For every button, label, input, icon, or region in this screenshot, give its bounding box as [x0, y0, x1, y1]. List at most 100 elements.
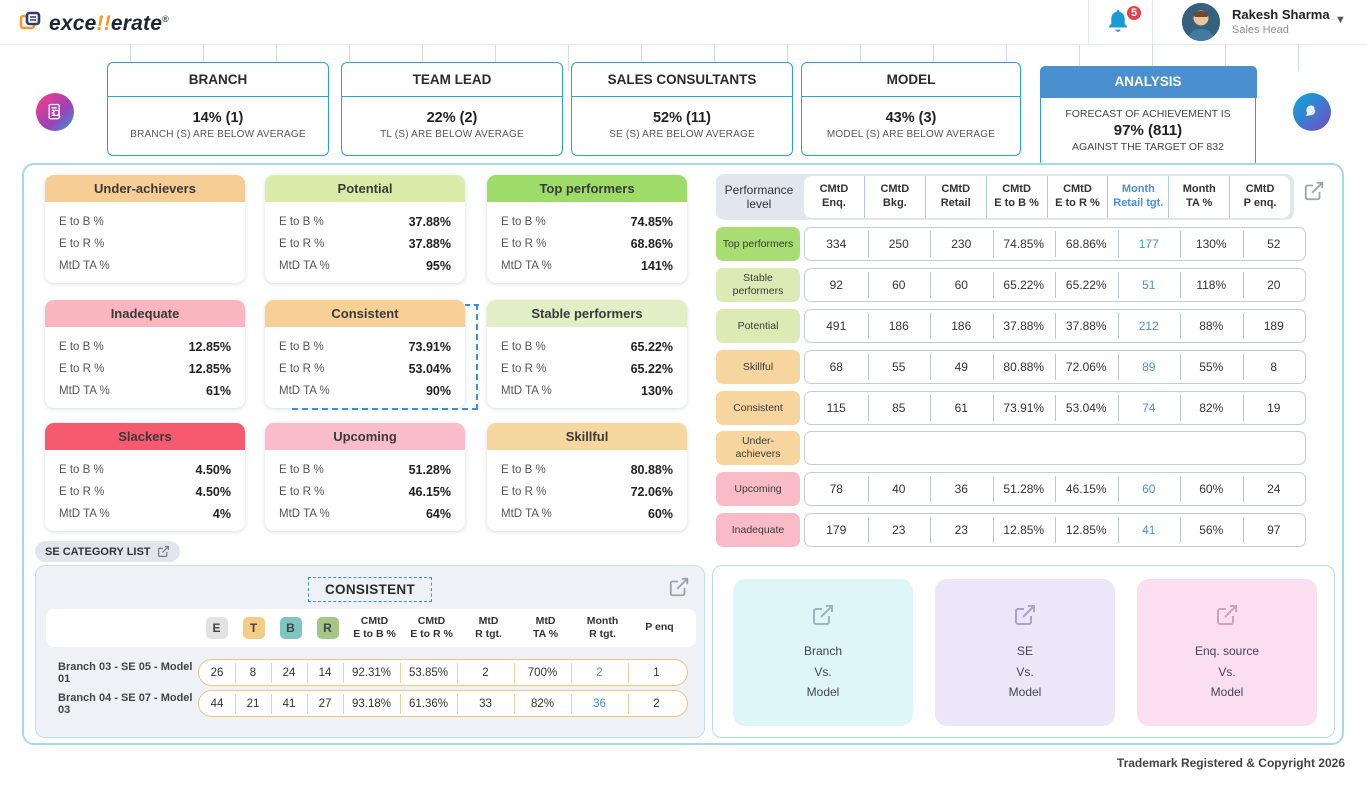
table-row[interactable]: 115 85 61 73.91% 53.04% 74 82% 19 — [804, 391, 1306, 425]
cell-link[interactable]: 177 — [1117, 231, 1181, 257]
cell: 52 — [1242, 231, 1306, 257]
category-card-upcoming[interactable]: Upcoming E to B % 51.28% E to R % 46.15% M… — [265, 423, 465, 531]
cell-link[interactable]: 51 — [1117, 272, 1181, 298]
row-label-skillful[interactable]: Skillful — [716, 350, 800, 384]
metric-value: 37.88% — [408, 237, 451, 251]
row-label-under-achievers[interactable]: Under-achievers — [716, 431, 800, 465]
column-header[interactable]: CMtD P enq. — [1229, 176, 1290, 218]
card-line: Vs. — [1016, 664, 1034, 679]
analysis-line1: FORECAST OF ACHIEVEMENT IS — [1065, 108, 1231, 120]
card-line: Vs. — [814, 664, 832, 679]
row-label-consistent[interactable]: Consistent — [716, 391, 800, 425]
card-line: Vs. — [1218, 664, 1236, 679]
column-header[interactable]: CMtD E to B % — [985, 176, 1047, 218]
row-label-stable-performers[interactable]: Stable performers — [716, 268, 800, 302]
table-row[interactable]: 92 60 60 65.22% 65.22% 51 118% 20 — [804, 268, 1306, 302]
column-header[interactable]: CMtD Enq. — [819, 183, 849, 209]
metric-label: E to B % — [59, 341, 104, 353]
consistent-detail-panel: CONSISTENT E T B R CMtD E to B % CMtD E to… — [35, 565, 705, 738]
kpi-subtitle: SE (S) ARE BELOW AVERAGE — [609, 129, 755, 140]
table-row[interactable]: 68 55 49 80.88% 72.06% 89 55% 8 — [804, 350, 1306, 384]
category-card-consistent-selected[interactable]: Consistent E to B % 73.91% E to R % 53.04%… — [265, 300, 465, 408]
row-label-potential[interactable]: Potential — [716, 309, 800, 343]
kpi-value: 52% (11) — [652, 110, 712, 126]
cell: 24 — [1242, 476, 1306, 502]
chip-retail: R — [316, 617, 339, 639]
cell-link[interactable]: 212 — [1117, 313, 1181, 339]
cell: 186 — [930, 313, 993, 339]
avatar[interactable] — [1182, 3, 1220, 41]
category-card-inadequate[interactable]: Inadequate E to B % 12.85% E to R % 12.85%… — [45, 300, 245, 408]
column-header: CMtD E to R % — [410, 614, 453, 640]
cell: 55% — [1180, 354, 1243, 380]
copyright-text: Trademark Registered & Copyright 2026 — [1116, 756, 1345, 770]
category-card-top-performers[interactable]: Top performers E to B % 74.85% E to R % 68… — [487, 175, 687, 283]
category-card-under-achievers[interactable]: Under-achievers E to B % E to R % MtD TA… — [45, 175, 245, 283]
cell-link[interactable]: 41 — [1117, 517, 1181, 543]
cell-link[interactable]: 89 — [1117, 354, 1181, 380]
se-category-list-button[interactable]: SE CATEGORY LIST — [35, 541, 180, 562]
kpi-value: 43% (3) — [885, 110, 937, 126]
ai-insights-icon[interactable] — [1293, 93, 1331, 131]
cell: 73.91% — [992, 395, 1056, 421]
cell: 24 — [271, 662, 307, 683]
row-label-inadequate[interactable]: Inadequate — [716, 513, 800, 547]
expand-consistent-panel-button[interactable] — [668, 576, 690, 598]
category-card-title: Stable performers — [487, 300, 687, 327]
kpi-value: 22% (2) — [426, 110, 478, 126]
cell: 78 — [829, 482, 843, 496]
category-card-title: Top performers — [487, 175, 687, 202]
cell: 92 — [829, 278, 843, 292]
table-row[interactable]: 78 40 36 51.28% 46.15% 60 60% 24 — [804, 472, 1306, 506]
brand-logo[interactable]: exce!!erate® — [18, 9, 169, 38]
category-card-skillful[interactable]: Skillful E to B % 80.88% E to R % 72.06% M… — [487, 423, 687, 531]
table-row[interactable]: Branch 04 - SE 07 - Model 03 44 21 41 27… — [46, 690, 688, 717]
kpi-card-model[interactable]: MODEL 43% (3) MODEL (S) ARE BELOW AVERAG… — [801, 62, 1021, 156]
enq-source-vs-model-card[interactable]: Enq. source Vs. Model — [1137, 579, 1317, 726]
expand-performance-table-button[interactable] — [1303, 180, 1325, 202]
category-card-slackers[interactable]: Slackers E to B % 4.50% E to R % 4.50% MtD… — [45, 423, 245, 531]
notification-count-badge: 5 — [1125, 4, 1143, 22]
cell: 65.22% — [1055, 272, 1118, 298]
kpi-card-branch[interactable]: BRANCH 14% (1) BRANCH (S) ARE BELOW AVER… — [107, 62, 329, 156]
user-name: Rakesh Sharma — [1232, 7, 1330, 22]
category-card-title: Under-achievers — [45, 175, 245, 202]
cell-link[interactable]: 60 — [1117, 476, 1181, 502]
notification-bell-icon[interactable]: 5 — [1105, 4, 1143, 38]
column-header[interactable]: Month TA % — [1168, 176, 1229, 218]
kpi-card-team-lead[interactable]: TEAM LEAD 22% (2) TL (S) ARE BELOW AVERA… — [341, 62, 563, 156]
cell-link[interactable]: 2 — [571, 662, 628, 683]
cell: 82% — [1180, 395, 1243, 421]
category-card-potential[interactable]: Potential E to B % 37.88% E to R % 37.88% … — [265, 175, 465, 283]
column-header[interactable]: CMtD Retail — [924, 176, 986, 218]
category-card-title: Upcoming — [265, 423, 465, 450]
cell-link[interactable]: 74 — [1117, 395, 1181, 421]
report-search-icon[interactable] — [36, 93, 74, 131]
table-row[interactable]: Branch 03 - SE 05 - Model 01 26 8 24 14 … — [46, 659, 688, 686]
chevron-down-icon[interactable]: ▼ — [1335, 14, 1346, 26]
card-line: Branch — [803, 644, 843, 659]
table-row[interactable]: 334 250 230 74.85% 68.86% 177 130% 52 — [804, 227, 1306, 261]
se-vs-model-card[interactable]: SE Vs. Model — [935, 579, 1115, 726]
kpi-card-analysis-selected[interactable]: ANALYSIS FORECAST OF ACHIEVEMENT IS 97% … — [1039, 65, 1257, 168]
branch-vs-model-card[interactable]: Branch Vs. Model — [733, 579, 913, 726]
metric-value: 12.85% — [188, 362, 231, 376]
table-row[interactable]: 491 186 186 37.88% 37.88% 212 88% 189 — [804, 309, 1306, 343]
cell-link[interactable]: 36 — [571, 693, 628, 714]
table-row-empty[interactable] — [804, 431, 1306, 465]
external-link-icon — [669, 577, 689, 597]
cell: 1 — [628, 662, 685, 683]
column-header[interactable]: CMtD Bkg. — [863, 176, 925, 218]
metric-label: E to B % — [279, 216, 324, 228]
user-info[interactable]: Rakesh Sharma Sales Head — [1232, 7, 1330, 36]
metric-label: E to R % — [279, 486, 325, 498]
kpi-card-sales-consultants[interactable]: SALES CONSULTANTS 52% (11) SE (S) ARE BE… — [571, 62, 793, 156]
category-card-stable-performers[interactable]: Stable performers E to B % 65.22% E to R … — [487, 300, 687, 408]
column-header-month-retail-tgt[interactable]: Month Retail tgt. — [1107, 176, 1168, 218]
row-label-upcoming[interactable]: Upcoming — [716, 472, 800, 506]
row-label-top-performers[interactable]: Top performers — [716, 227, 800, 261]
table-row[interactable]: 179 23 23 12.85% 12.85% 41 56% 97 — [804, 513, 1306, 547]
cell: 12.85% — [992, 517, 1056, 543]
column-header[interactable]: CMtD E to R % — [1046, 176, 1108, 218]
metric-label: MtD TA % — [501, 385, 552, 397]
